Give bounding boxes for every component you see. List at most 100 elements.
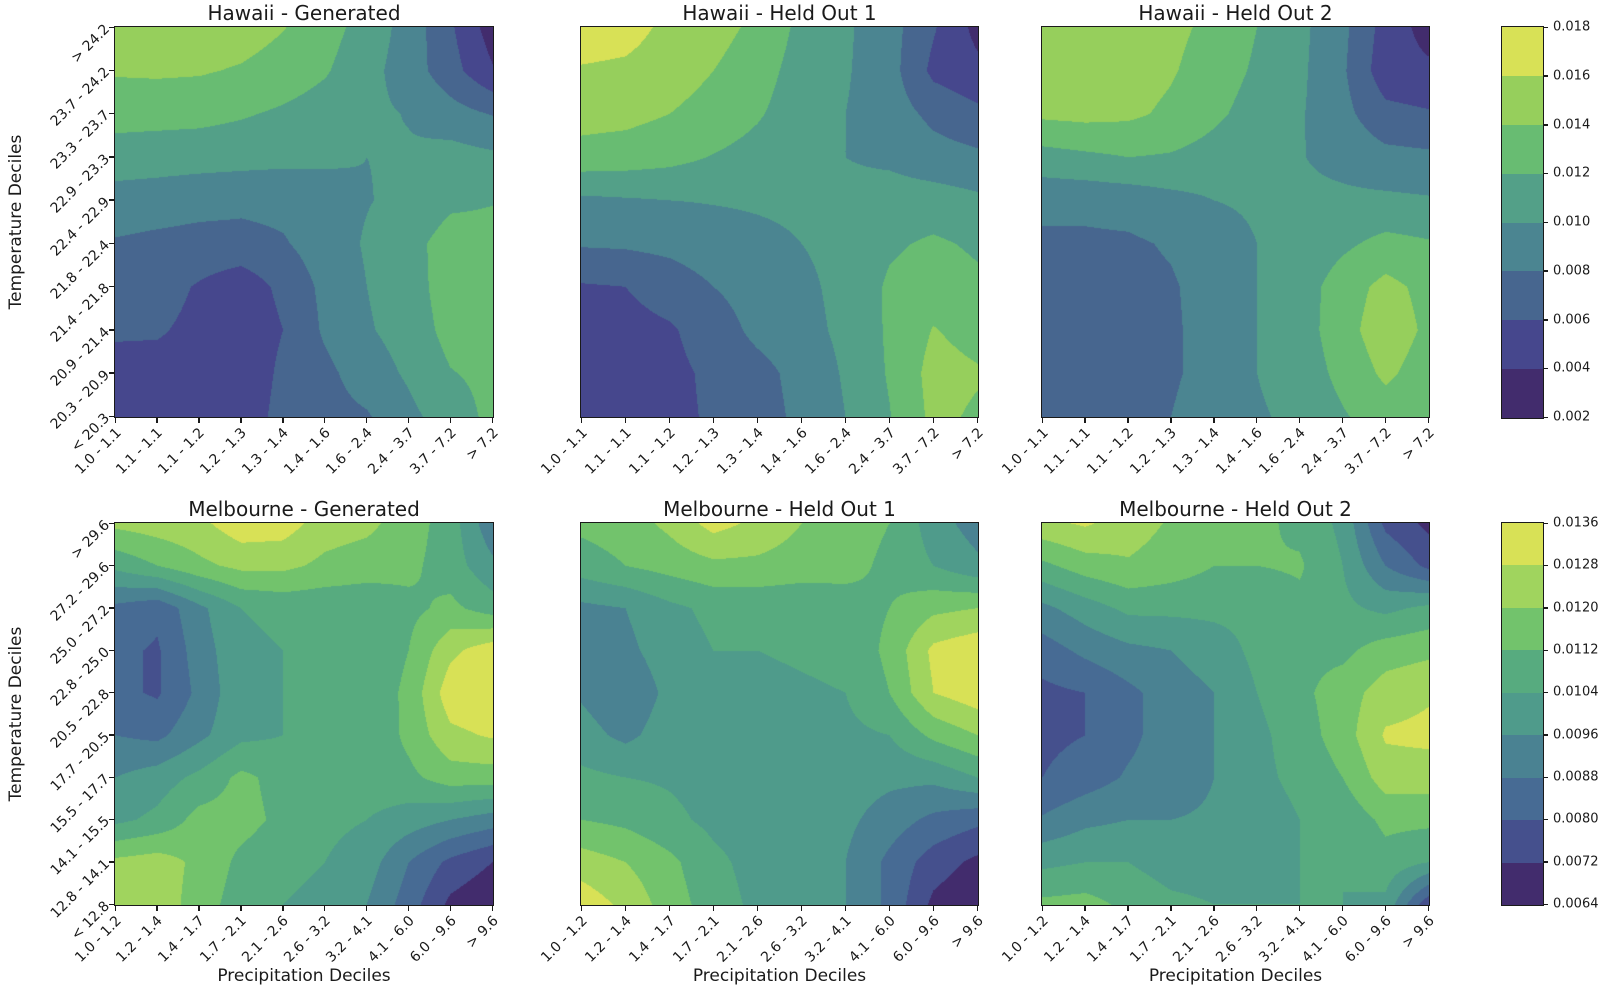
x-tick-label: 1.1 - 1.1 [581, 425, 635, 478]
y-tick [109, 564, 114, 567]
hawaii-held-out-1-contour-canvas [580, 26, 979, 418]
x-tick-label: 1.7 - 2.1 [669, 913, 723, 966]
x-tick [1384, 906, 1387, 911]
colorbar-band [1502, 369, 1543, 418]
y-axis-title-bottom-row: Temperature Deciles [6, 626, 26, 802]
colorbar-band [1502, 735, 1543, 778]
colorbar-tick-label: 0.0072 [1553, 854, 1599, 870]
x-tick [198, 418, 200, 423]
melbourne-held-out-2-title: Melbourne - Held Out 2 [1119, 497, 1352, 521]
y-tick [109, 69, 114, 72]
x-tick [1298, 418, 1301, 423]
colorbar-tick [1543, 903, 1548, 905]
colorbar-band [1502, 173, 1543, 223]
colorbar-tick-label: 0.0120 [1553, 600, 1599, 616]
x-tick [1384, 418, 1387, 423]
x-tick [282, 418, 284, 423]
y-tick [109, 372, 114, 374]
colorbar-band [1502, 124, 1543, 174]
colorbar-tick [1543, 564, 1548, 567]
colorbar-tick-label: 0.018 [1553, 19, 1591, 35]
colorbar-tick [1543, 75, 1548, 77]
colorbar-tick [1543, 522, 1548, 524]
colorbar-band [1502, 75, 1543, 125]
colorbar-tick [1543, 367, 1548, 370]
melbourne-held-out-1-title: Melbourne - Held Out 1 [663, 497, 896, 521]
hawaii-held-out-2-title: Hawaii - Held Out 2 [1138, 1, 1333, 25]
colorbar-tick [1543, 221, 1548, 223]
x-tick [1213, 906, 1215, 911]
hawaii-generated-title: Hawaii - Generated [207, 1, 401, 25]
y-tick [109, 242, 114, 245]
hawaii-held-out-1-title: Hawaii - Held Out 1 [682, 1, 877, 25]
hawaii-held-out-2-contour-canvas [1041, 26, 1430, 418]
colorbar-band [1502, 27, 1543, 76]
x-tick-label: 2.1 - 2.6 [1170, 913, 1223, 966]
colorbar-tick [1543, 607, 1548, 609]
x-tick [114, 418, 116, 423]
x-tick [156, 906, 158, 911]
x-tick [407, 418, 410, 423]
colorbar-tick-label: 0.006 [1553, 312, 1591, 327]
colorbar-tick [1543, 319, 1548, 321]
x-tick-label: 2.6 - 3.2 [757, 913, 811, 966]
y-tick [109, 522, 114, 524]
colorbar-band [1502, 271, 1543, 321]
x-tick [932, 418, 934, 423]
colorbar-tick [1543, 172, 1548, 175]
x-tick [1427, 906, 1429, 911]
x-tick-label: > 7.2 [947, 425, 987, 464]
x-tick [449, 906, 452, 911]
x-tick [712, 906, 714, 911]
x-tick-label: 4.1 - 6.0 [845, 913, 899, 966]
colorbar-tick-label: 0.004 [1553, 360, 1591, 376]
x-tick [1041, 418, 1043, 423]
y-tick [109, 285, 114, 288]
x-tick [1084, 418, 1086, 423]
x-tick [1213, 418, 1215, 423]
x-tick [976, 418, 978, 423]
x-tick-label: 3.2 - 4.1 [1255, 913, 1309, 966]
x-tick-label: 1.4 - 1.6 [757, 425, 811, 478]
x-tick-label: 1.4 - 1.7 [1084, 913, 1138, 966]
x-tick [491, 906, 493, 911]
x-tick-label: 1.2 - 1.4 [1041, 913, 1095, 966]
y-tick [109, 818, 114, 821]
x-axis-title-col-1: Precipitation Deciles [217, 966, 391, 986]
x-tick [888, 906, 890, 911]
x-tick-label: 1.0 - 1.2 [537, 913, 591, 966]
colorbar-tick-label: 0.0080 [1553, 811, 1599, 827]
x-tick [198, 906, 200, 911]
melbourne-held-out-2-contour-canvas [1041, 522, 1430, 906]
y-tick [109, 156, 114, 158]
x-axis-title-col-2: Precipitation Deciles [692, 966, 867, 986]
x-tick-label: > 7.2 [1398, 425, 1438, 464]
x-tick [756, 418, 758, 423]
colorbar-tick-label: 0.016 [1553, 68, 1591, 84]
x-tick [240, 418, 242, 423]
x-tick-label: 2.4 - 3.7 [845, 425, 899, 478]
colorbar-band [1502, 320, 1543, 370]
x-tick [1170, 906, 1172, 911]
x-tick-label: 1.2 - 1.3 [1127, 425, 1180, 478]
x-tick-label: > 7.2 [462, 425, 502, 464]
colorbar-tick-label: 0.0088 [1553, 769, 1599, 785]
colorbar-tick [1543, 734, 1548, 736]
x-tick [156, 418, 158, 423]
y-tick [109, 199, 114, 201]
x-tick [580, 418, 582, 423]
colorbar-tick-label: 0.0112 [1553, 642, 1599, 658]
x-tick-label: 4.1 - 6.0 [1298, 913, 1352, 966]
x-tick [282, 906, 284, 911]
colorbar-tick-label: 0.0064 [1553, 896, 1599, 912]
x-tick [114, 906, 116, 911]
x-tick-label: 1.3 - 1.4 [713, 425, 767, 478]
x-tick [323, 906, 326, 911]
colorbar-tick-label: 0.014 [1553, 117, 1591, 132]
x-tick-label: 3.7 - 7.2 [1341, 425, 1395, 478]
melbourne-generated-title: Melbourne - Generated [188, 497, 420, 521]
x-tick-label: > 9.6 [462, 913, 502, 952]
x-tick-label: 1.0 - 1.2 [998, 913, 1052, 966]
colorbar-tick-label: 0.0128 [1553, 557, 1599, 573]
colorbar-tick-label: 0.012 [1553, 165, 1591, 181]
